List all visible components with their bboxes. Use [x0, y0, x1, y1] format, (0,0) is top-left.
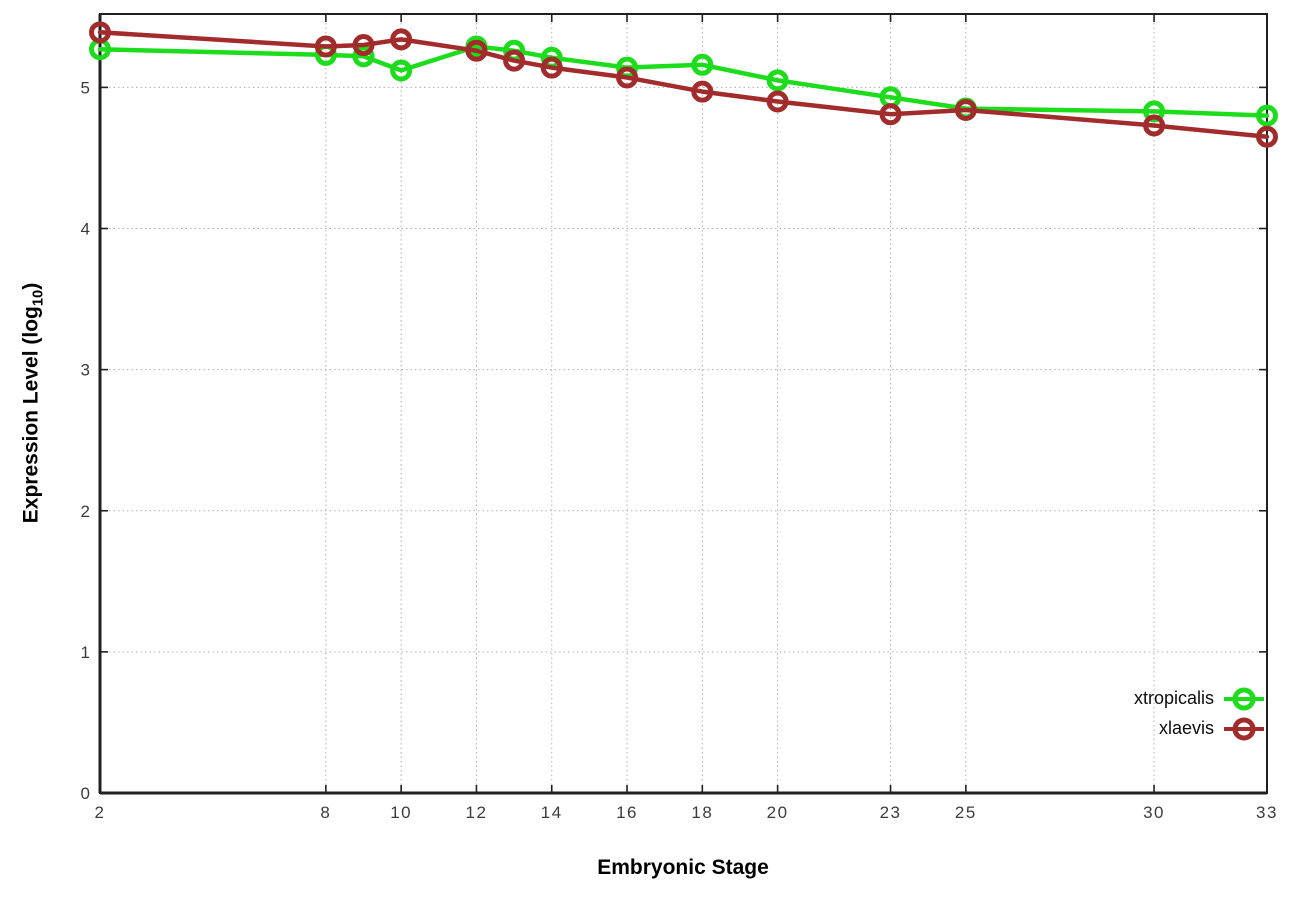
legend-marker-xtropicalis	[1224, 687, 1264, 711]
data-point-xtropicalis	[1143, 100, 1166, 123]
x-tick-label: 33	[1256, 803, 1278, 822]
y-tick-label: 1	[81, 643, 90, 662]
series-line-xtropicalis	[97, 44, 1270, 118]
data-point-xlaevis	[540, 56, 563, 79]
x-tick-label: 20	[767, 803, 789, 822]
data-point-xlaevis	[352, 34, 375, 57]
y-axis-title-sub: 10	[30, 289, 47, 307]
data-point-xlaevis	[390, 28, 413, 51]
circle-marker-icon	[1232, 687, 1256, 710]
data-point-xlaevis	[691, 80, 714, 103]
x-tick-label: 30	[1143, 803, 1165, 822]
x-tick-label: 25	[955, 803, 977, 822]
y-axis-title-text: Expression Level (log10)	[19, 283, 46, 523]
data-point-xlaevis	[89, 21, 111, 44]
data-point-xtropicalis	[390, 59, 413, 82]
x-tick-label: 2	[95, 803, 106, 822]
x-tick-label: 18	[691, 803, 713, 822]
x-tick-label: 14	[541, 803, 563, 822]
data-point-xtropicalis	[1256, 104, 1278, 127]
data-point-xtropicalis	[766, 69, 789, 92]
y-axis-title-pre: Expression Level (log	[19, 306, 43, 524]
y-axis-title-post: )	[19, 282, 43, 290]
legend-label-xlaevis: xlaevis	[1158, 718, 1214, 738]
data-point-xtropicalis	[352, 45, 375, 68]
legend-row-xlaevis: xlaevis	[1134, 716, 1264, 741]
data-point-xlaevis	[616, 66, 639, 89]
x-tick-label: 23	[880, 803, 902, 822]
data-point-xlaevis	[766, 90, 789, 113]
legend-label-xtropicalis: xtropicalis	[1133, 688, 1214, 708]
y-tick-label: 4	[81, 220, 90, 239]
plot-border	[99, 13, 1268, 794]
x-tick-label: 10	[390, 803, 412, 822]
data-point-xlaevis	[1256, 125, 1278, 148]
data-point-xlaevis	[314, 35, 337, 58]
legend-row-xtropicalis: xtropicalis	[1134, 686, 1264, 711]
y-tick-label: 3	[81, 361, 90, 380]
legend-marker-xlaevis	[1224, 717, 1264, 741]
x-tick-label: 8	[320, 803, 331, 822]
circle-marker-icon	[1232, 717, 1256, 740]
x-tick-label: 16	[616, 803, 638, 822]
y-tick-label: 0	[81, 784, 90, 803]
y-tick-label: 5	[81, 78, 90, 97]
data-point-xlaevis	[465, 39, 488, 62]
x-tick-label: 12	[465, 803, 487, 822]
data-point-xlaevis	[954, 98, 977, 121]
series-line-xlaevis	[97, 30, 1270, 140]
x-axis-title: Embryonic Stage	[597, 856, 769, 879]
data-point-xlaevis	[1143, 114, 1166, 137]
y-tick-label: 2	[81, 502, 90, 521]
legend: xtropicalis xlaevis	[1134, 686, 1264, 741]
data-point-xlaevis	[879, 103, 902, 126]
data-point-xtropicalis	[691, 53, 714, 76]
data-point-xlaevis	[503, 49, 526, 72]
